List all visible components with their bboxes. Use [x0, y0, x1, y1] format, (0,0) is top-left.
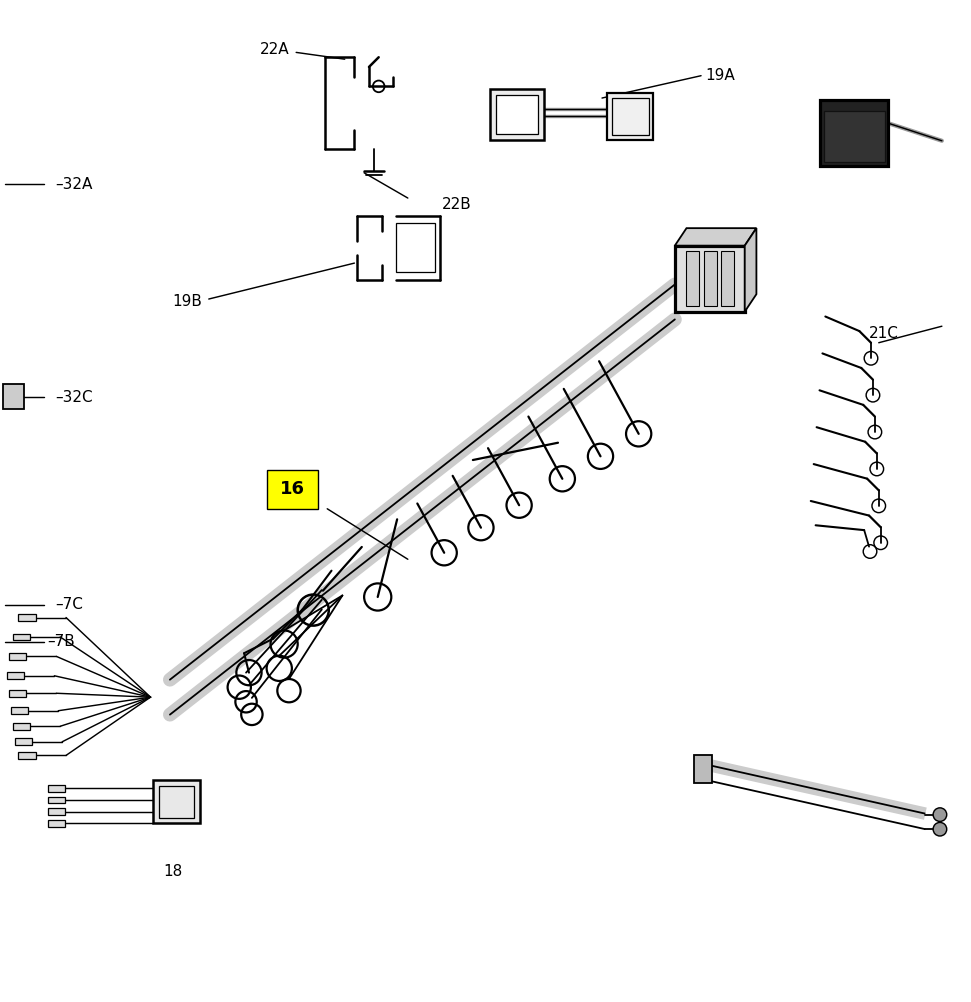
Bar	[267, 470, 318, 509]
Text: –7B: –7B	[48, 634, 76, 649]
Text: 22B: 22B	[442, 197, 472, 212]
Bar	[396, 223, 435, 272]
Polygon shape	[11, 707, 28, 714]
Polygon shape	[675, 228, 756, 245]
Bar	[490, 89, 544, 140]
Text: 16: 16	[280, 480, 305, 498]
Text: –32A: –32A	[55, 177, 92, 192]
Polygon shape	[7, 672, 24, 679]
Text: 19B: 19B	[172, 295, 202, 310]
Polygon shape	[15, 738, 32, 745]
Polygon shape	[48, 785, 65, 792]
Bar	[496, 95, 538, 134]
Bar	[612, 98, 649, 135]
Polygon shape	[13, 633, 30, 640]
Bar	[159, 786, 194, 818]
Polygon shape	[18, 753, 36, 759]
Polygon shape	[48, 820, 65, 827]
Polygon shape	[48, 809, 65, 815]
Text: 21C: 21C	[869, 326, 899, 341]
Polygon shape	[9, 689, 26, 696]
Text: 22A: 22A	[259, 42, 289, 57]
Bar	[820, 100, 888, 166]
Bar	[675, 245, 745, 312]
Circle shape	[933, 808, 947, 822]
Bar	[686, 252, 699, 306]
Text: 19A: 19A	[705, 68, 735, 83]
Polygon shape	[18, 614, 36, 621]
Polygon shape	[13, 722, 30, 729]
Polygon shape	[48, 797, 65, 804]
Polygon shape	[745, 228, 756, 312]
Bar	[153, 780, 200, 824]
Bar	[607, 93, 653, 140]
Bar	[704, 252, 717, 306]
Bar	[3, 385, 24, 409]
Bar	[824, 110, 885, 162]
Text: 18: 18	[163, 865, 183, 880]
Text: –32C: –32C	[55, 390, 93, 405]
Bar	[721, 252, 734, 306]
Bar	[694, 756, 712, 783]
Polygon shape	[9, 653, 26, 659]
Circle shape	[933, 823, 947, 836]
Text: –7C: –7C	[55, 597, 84, 612]
